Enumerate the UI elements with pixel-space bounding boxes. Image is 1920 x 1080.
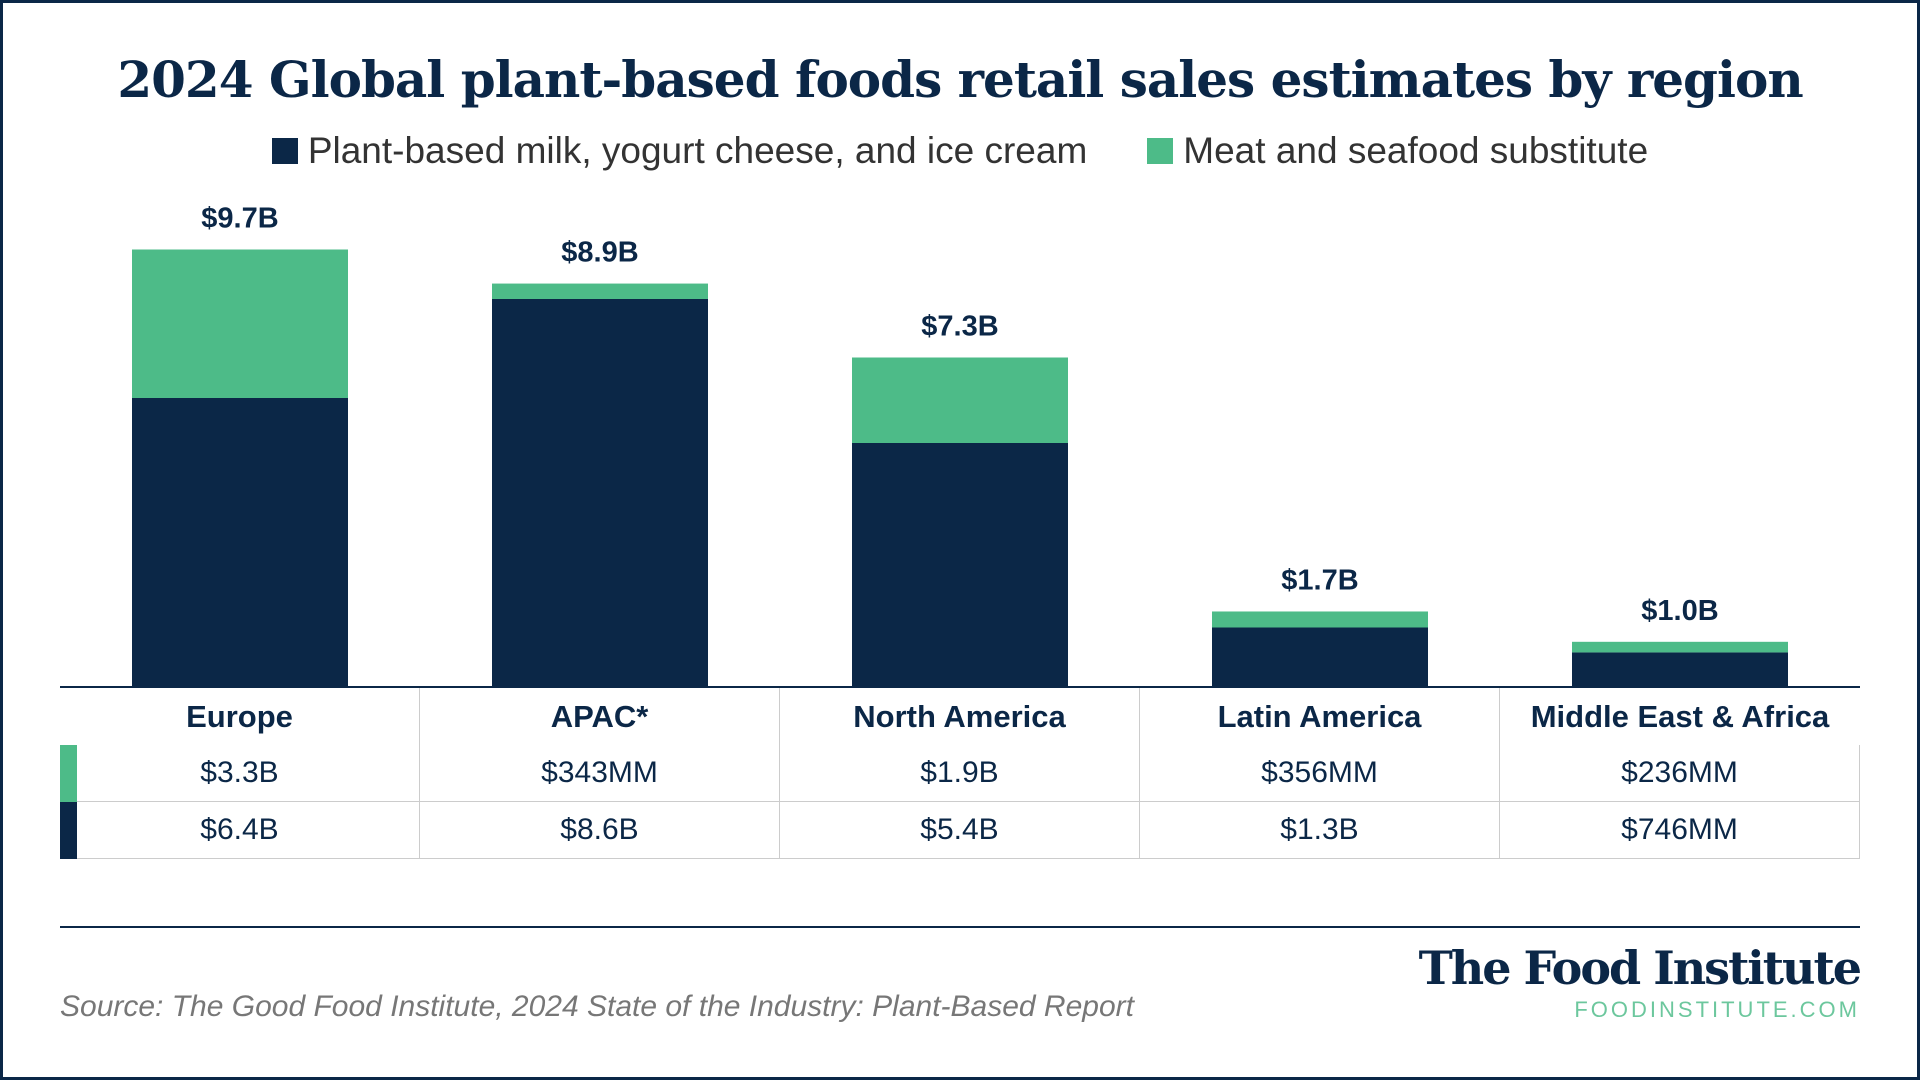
chart-title: 2024 Global plant-based foods retail sal…	[117, 50, 1803, 109]
bar-segment-dairy	[1572, 652, 1788, 686]
table-cell: $8.6B	[420, 802, 780, 859]
footer-divider	[60, 926, 1860, 928]
total-label: $1.0B	[1641, 595, 1718, 627]
table-cell: $6.4B	[60, 802, 420, 859]
bar-segment-dairy	[492, 299, 708, 686]
source-note: Source: The Good Food Institute, 2024 St…	[60, 990, 1134, 1023]
table-cell: $5.4B	[780, 802, 1140, 859]
table-cell: $1.9B	[780, 745, 1140, 802]
column-header: North America	[780, 688, 1140, 745]
column-header: APAC*	[420, 688, 780, 745]
table-row-meat: $3.3B $343MM $1.9B $356MM $236MM	[60, 745, 1860, 802]
bar-segment-meat	[852, 357, 1068, 443]
table-cell: $236MM	[1500, 745, 1860, 802]
table-header-row: Europe APAC* North America Latin America…	[60, 688, 1860, 745]
column-header: Europe	[60, 688, 420, 745]
table-cell: $3.3B	[60, 745, 420, 802]
total-label: $9.7B	[201, 203, 278, 235]
bar-segment-meat	[1212, 611, 1428, 628]
logo-url: FOODINSTITUTE.COM	[1574, 997, 1860, 1022]
bar-segment-dairy	[1212, 627, 1428, 686]
data-table: Europe APAC* North America Latin America…	[60, 688, 1860, 859]
legend-label: Plant-based milk, yogurt cheese, and ice…	[307, 130, 1088, 171]
column-header: Latin America	[1140, 688, 1500, 745]
legend-swatch-navy	[271, 138, 298, 164]
table-cell: $746MM	[1500, 802, 1860, 859]
legend-item-dairy: Plant-based milk, yogurt cheese, and ice…	[271, 130, 1088, 172]
table-row-dairy: $6.4B $8.6B $5.4B $1.3B $746MM	[60, 802, 1860, 859]
logo: The Food Institute FOODINSTITUTE.COM	[1418, 941, 1862, 1023]
row-swatch-green	[60, 745, 77, 802]
legend: Plant-based milk, yogurt cheese, and ice…	[0, 130, 1920, 172]
table-cell: $1.3B	[1140, 802, 1500, 859]
column-header: Middle East & Africa	[1530, 698, 1830, 734]
bar-segment-dairy	[132, 398, 348, 686]
bar-segment-dairy	[852, 443, 1068, 686]
bar-segment-meat	[132, 249, 348, 398]
legend-label: Meat and seafood substitute	[1183, 130, 1649, 171]
total-label: $8.9B	[561, 237, 638, 269]
legend-item-meat: Meat and seafood substitute	[1147, 130, 1648, 172]
table-cell: $343MM	[420, 745, 780, 802]
table-cell: $356MM	[1140, 745, 1500, 802]
total-label: $7.3B	[921, 311, 998, 343]
row-swatch-navy	[60, 802, 77, 859]
total-label: $1.7B	[1281, 564, 1358, 596]
bar-segment-meat	[492, 283, 708, 299]
logo-name: The Food Institute	[1418, 941, 1862, 995]
legend-swatch-green	[1147, 138, 1174, 164]
bar-segment-meat	[1572, 641, 1788, 653]
